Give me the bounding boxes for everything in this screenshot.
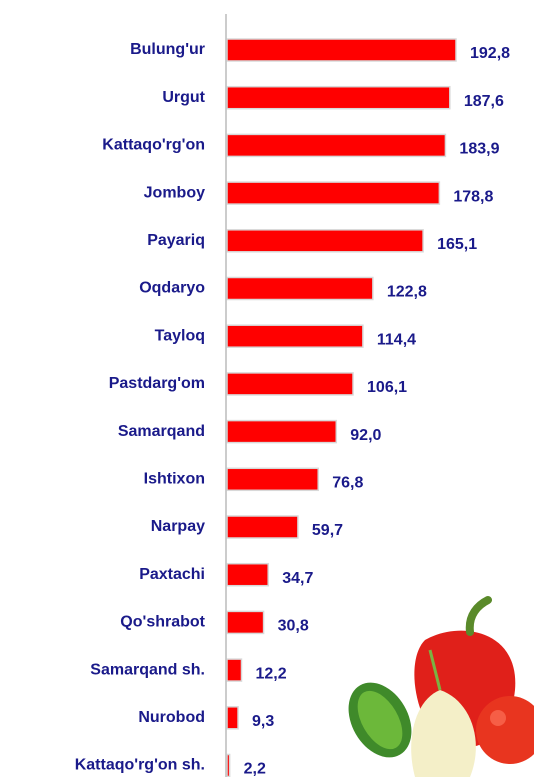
- value-label: 165,1: [437, 236, 477, 253]
- category-label: Ishtixon: [144, 471, 205, 488]
- category-label: Oqdaryo: [139, 280, 205, 297]
- category-label: Samarqand sh.: [90, 661, 205, 678]
- bar: [227, 659, 241, 681]
- bar: [227, 707, 238, 729]
- category-label: Paxtachi: [139, 566, 205, 583]
- vegetables-illustration: [336, 600, 534, 777]
- bar: [227, 564, 268, 586]
- value-label: 192,8: [470, 45, 510, 62]
- value-label: 9,3: [252, 713, 274, 730]
- bar: [227, 421, 336, 443]
- bar: [227, 611, 264, 633]
- bar: [227, 373, 353, 395]
- category-label: Samarqand: [118, 423, 205, 440]
- category-label: Nurobod: [138, 709, 205, 726]
- bar: [227, 230, 423, 252]
- category-label: Payariq: [147, 232, 205, 249]
- value-label: 178,8: [453, 188, 493, 205]
- chart: Bulung'ur 192,8 Urgut 187,6 Kattaqo'rg'on 183…: [0, 0, 534, 777]
- value-label: 183,9: [459, 141, 499, 158]
- category-label: Kattaqo'rg'on sh.: [75, 757, 205, 774]
- value-label: 2,2: [244, 761, 266, 777]
- value-label: 30,8: [278, 618, 309, 635]
- value-label: 122,8: [387, 284, 427, 301]
- value-label: 76,8: [332, 475, 363, 492]
- category-label: Tayloq: [155, 327, 205, 344]
- category-label: Kattaqo'rg'on: [102, 137, 205, 154]
- bar: [227, 325, 363, 347]
- value-label: 106,1: [367, 379, 407, 396]
- bar: [227, 39, 456, 61]
- value-label: 59,7: [312, 522, 343, 539]
- category-label: Bulung'ur: [130, 41, 205, 58]
- value-label: 114,4: [377, 331, 416, 348]
- category-label: Urgut: [162, 89, 205, 106]
- bar: [227, 278, 373, 300]
- value-label: 187,6: [464, 93, 504, 110]
- bar: [227, 755, 230, 777]
- bar: [227, 182, 439, 204]
- value-label: 34,7: [282, 570, 313, 587]
- category-label: Qo'shrabot: [120, 614, 205, 631]
- bar: [227, 468, 318, 490]
- category-label: Narpay: [151, 518, 205, 535]
- value-label: 92,0: [350, 427, 381, 444]
- bar: [227, 516, 298, 538]
- bar: [227, 134, 445, 156]
- bar: [227, 87, 450, 109]
- category-label: Jomboy: [144, 184, 205, 201]
- category-label: Pastdarg'om: [109, 375, 205, 392]
- value-label: 12,2: [255, 665, 286, 682]
